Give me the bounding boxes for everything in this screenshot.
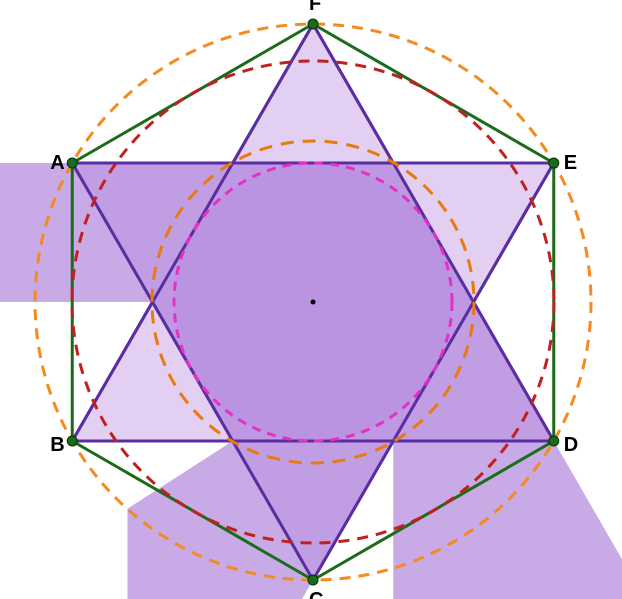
label-d: D xyxy=(564,434,578,456)
vertex-c xyxy=(308,575,318,585)
vertex-a xyxy=(67,158,77,168)
center-dot xyxy=(311,300,316,305)
vertex-b xyxy=(67,436,77,446)
vertex-e xyxy=(549,158,559,168)
label-a: A xyxy=(50,152,64,174)
vertex-f xyxy=(308,19,318,29)
vertex-d xyxy=(549,436,559,446)
geometry-diagram: A B C D E F xyxy=(0,0,622,599)
label-c: C xyxy=(309,589,323,599)
label-b: B xyxy=(50,434,64,456)
label-e: E xyxy=(564,152,577,174)
label-f: F xyxy=(309,0,321,15)
